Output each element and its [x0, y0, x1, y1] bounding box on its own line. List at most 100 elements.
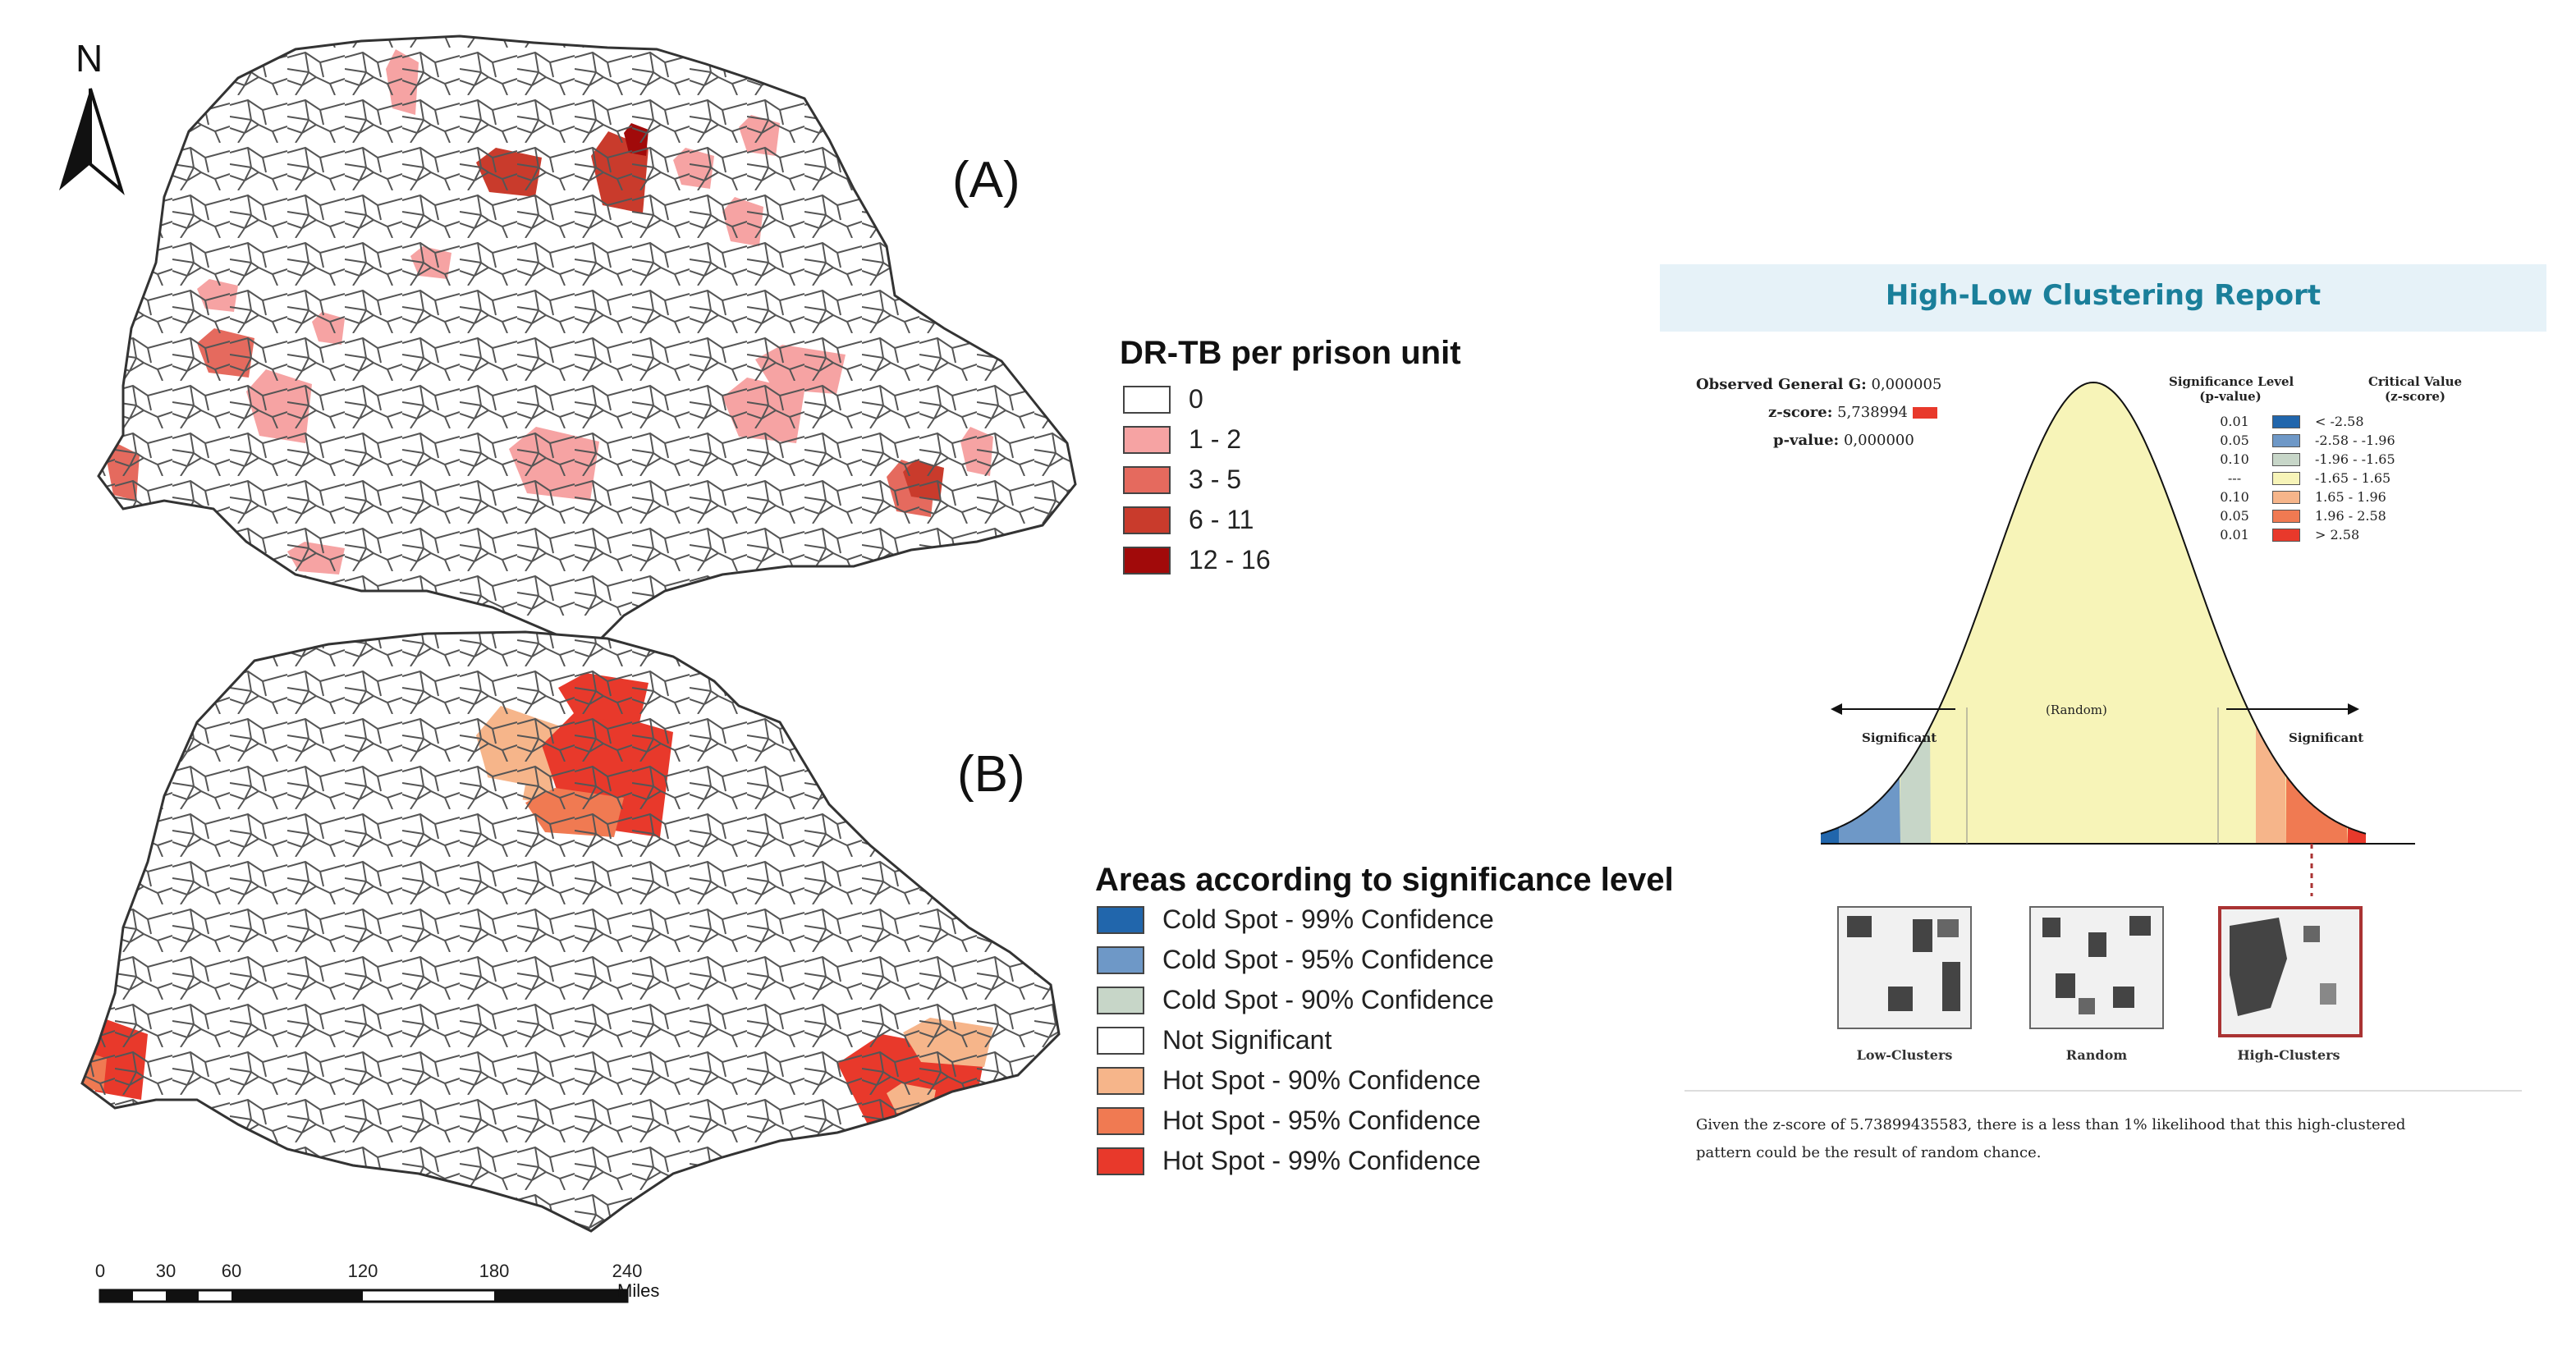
crit-value: -1.96 - -1.65 [2315, 451, 2395, 467]
thumb-low-clusters [1837, 906, 1972, 1029]
thumb-high-clusters [2218, 906, 2363, 1037]
crit-value: -2.58 - -1.96 [2315, 433, 2395, 448]
map-panel-b [80, 630, 1061, 1233]
legend-swatch [1097, 1026, 1144, 1055]
sig-level: 0.10 [2220, 489, 2249, 505]
sig-level: --- [2227, 470, 2242, 486]
sig-swatch [2272, 528, 2300, 542]
clustering-report: High-Low Clustering Report Observed Gene… [1660, 264, 2546, 1183]
legend-item: Cold Spot - 95% Confidence [1097, 945, 1494, 975]
legend-label: Hot Spot - 95% Confidence [1162, 1106, 1481, 1135]
legend-swatch [1097, 945, 1144, 974]
report-title-bar [1660, 264, 2546, 332]
legend-label: Not Significant [1162, 1025, 1332, 1055]
legend-label: Cold Spot - 95% Confidence [1162, 945, 1494, 974]
map-panel-a [97, 34, 1077, 650]
left-significant-label: Significant [1862, 730, 1937, 745]
north-arrow-icon [59, 88, 125, 195]
legend-item: 12 - 16 [1123, 545, 1271, 575]
crit-header-2: (z-score) [2385, 389, 2445, 404]
legend-item: Not Significant [1097, 1025, 1332, 1055]
scale-tick-label: 30 [155, 1261, 176, 1281]
legend-b-title: Areas according to significance level [1095, 862, 1674, 898]
thumb-random-label: Random [2065, 1047, 2128, 1063]
scale-tick-label: 180 [479, 1261, 510, 1281]
scale-tick-label: 120 [347, 1261, 378, 1281]
sig-swatch [2272, 490, 2300, 504]
panel-b-label: (B) [957, 746, 1025, 803]
observed-value: 0,000005 [1871, 376, 1942, 393]
legend-label: Hot Spot - 90% Confidence [1162, 1065, 1481, 1095]
legend-swatch [1097, 905, 1144, 934]
legend-label: 0 [1189, 384, 1203, 414]
sig-level: 0.05 [2220, 508, 2249, 524]
sig-level: 0.10 [2220, 451, 2249, 467]
zscore-marker [1912, 407, 1937, 419]
legend-item: Hot Spot - 90% Confidence [1097, 1065, 1481, 1096]
sig-level: 0.01 [2220, 527, 2249, 543]
scale-tick-label: 240 [612, 1261, 643, 1281]
observed-label: Observed General G: [1696, 376, 1867, 393]
zscore-label: z-score: [1768, 404, 1833, 421]
sig-swatch [2272, 471, 2300, 485]
legend-swatch [1097, 986, 1144, 1014]
right-significant-label: Significant [2289, 730, 2364, 745]
legend-item: 3 - 5 [1123, 465, 1241, 495]
legend-swatch [1123, 465, 1171, 494]
scale-tick-label: 0 [94, 1261, 106, 1281]
crit-header-1: Critical Value [2367, 374, 2463, 389]
north-label: N [76, 37, 103, 80]
report-title: High-Low Clustering Report [1885, 279, 2322, 312]
critical-value-row: 0.01 > 2.58 [2205, 527, 2359, 543]
critical-value-row: 0.05 1.96 - 2.58 [2205, 508, 2386, 524]
panel-a-label: (A) [952, 152, 1020, 208]
crit-value: 1.96 - 2.58 [2315, 508, 2386, 524]
legend-swatch [1123, 546, 1171, 575]
crit-value: -1.65 - 1.65 [2315, 470, 2391, 486]
scale-tick-label: 60 [221, 1261, 242, 1281]
legend-label: Hot Spot - 99% Confidence [1162, 1146, 1481, 1175]
legend-label: Cold Spot - 90% Confidence [1162, 985, 1494, 1014]
legend-a-title: DR-TB per prison unit [1120, 335, 1461, 371]
critical-value-row: 0.05 -2.58 - -1.96 [2205, 433, 2395, 448]
crit-value: 1.65 - 1.96 [2315, 489, 2386, 505]
legend-item: 1 - 2 [1123, 424, 1241, 455]
legend-label: 3 - 5 [1189, 465, 1242, 494]
legend-item: Hot Spot - 99% Confidence [1097, 1146, 1481, 1176]
sig-level: 0.05 [2220, 433, 2249, 448]
legend-item: 0 [1123, 384, 1203, 414]
critical-value-row: 0.01 < -2.58 [2205, 414, 2364, 429]
sig-swatch [2272, 414, 2300, 428]
legend-label: 6 - 11 [1189, 505, 1254, 534]
sig-header-1: Significance Level [2169, 374, 2294, 389]
critical-value-row: 0.10 1.65 - 1.96 [2205, 489, 2386, 505]
thumb-high-label: High-Clusters [2237, 1047, 2340, 1063]
legend-item: Cold Spot - 90% Confidence [1097, 985, 1494, 1015]
legend-item: Cold Spot - 99% Confidence [1097, 904, 1494, 935]
legend-item: Hot Spot - 95% Confidence [1097, 1106, 1481, 1136]
scale-bar [99, 1289, 629, 1303]
conclusion-line-2: pattern could be the result of random ch… [1696, 1144, 2042, 1161]
sig-header-2: (p-value) [2199, 389, 2262, 404]
report-divider [1684, 1090, 2522, 1092]
sig-swatch [2272, 452, 2300, 466]
legend-swatch [1097, 1066, 1144, 1095]
critical-value-row: --- -1.65 - 1.65 [2205, 470, 2390, 486]
legend-item: 6 - 11 [1123, 505, 1254, 535]
pvalue-label: p-value: [1773, 432, 1840, 449]
legend-swatch [1123, 506, 1171, 534]
legend-label: 12 - 16 [1189, 545, 1271, 575]
sig-level: 0.01 [2220, 414, 2249, 429]
legend-label: 1 - 2 [1189, 424, 1242, 454]
legend-swatch [1123, 425, 1171, 454]
crit-value: > 2.58 [2315, 527, 2360, 543]
zscore-value: 5,738994 [1837, 404, 1908, 421]
legend-swatch [1097, 1147, 1144, 1175]
sig-swatch [2272, 433, 2300, 447]
curve-center-label: (Random) [2046, 703, 2107, 717]
crit-value: < -2.58 [2315, 414, 2364, 429]
normal-curve [1820, 381, 2415, 896]
scale-unit: Miles [617, 1280, 660, 1301]
pvalue-value: 0,000000 [1843, 432, 1914, 449]
